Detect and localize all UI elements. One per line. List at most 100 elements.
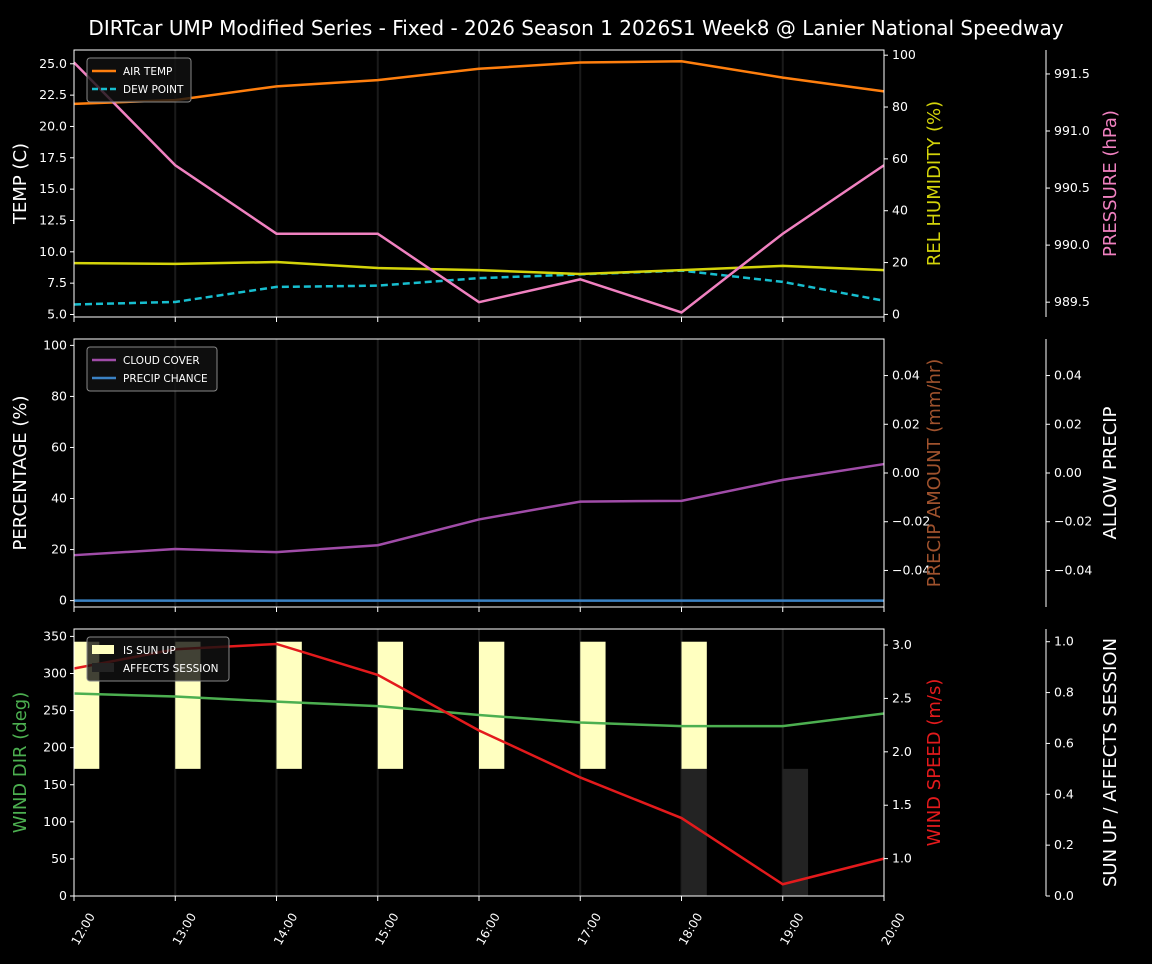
legend-label: DEW POINT — [123, 84, 184, 96]
y-axis-tick-label: 100 — [43, 337, 67, 352]
affects-session-bar — [782, 768, 809, 896]
y-axis-tick-label: 200 — [43, 740, 67, 755]
y2-axis-label: REL HUMIDITY (%) — [924, 101, 945, 266]
series-0-line — [73, 692, 885, 728]
y3-axis-tick-label: 0.8 — [1054, 685, 1074, 700]
y2-axis-tick-label: 80 — [892, 99, 908, 114]
x-tick-label: 14:00 — [271, 911, 300, 948]
y2-axis-tick-label: 0.00 — [892, 465, 920, 480]
y-axis-tick-label: 22.5 — [39, 87, 67, 102]
y-axis-tick-label: 250 — [43, 703, 67, 718]
x-tick-label: 15:00 — [372, 911, 401, 948]
legend-label: AIR TEMP — [123, 66, 172, 78]
y-axis-tick-label: 20.0 — [39, 118, 67, 133]
y2-axis-tick-label: 0 — [892, 306, 900, 321]
y-axis-tick-label: 100 — [43, 814, 67, 829]
dew-point-line — [73, 269, 885, 306]
y2-axis-tick-label: 40 — [892, 203, 908, 218]
legend-box — [86, 57, 192, 103]
panel-1: 5.0 7.5 10.0 12.5 15.0 17.5 20.0 22.5 25.0 0 20 40 6… — [10, 47, 1121, 322]
y2-axis-label: PRECIP AMOUNT (mm/hr) — [924, 359, 945, 588]
y-axis-tick-label: 12.5 — [39, 212, 67, 227]
y3-axis-tick-label: −0.02 — [1054, 514, 1092, 529]
air-temp-line — [73, 60, 885, 106]
y3-axis-tick-label: 991.0 — [1054, 123, 1090, 138]
x-tick-label: 17:00 — [575, 911, 604, 948]
y-axis-tick-label: 0 — [59, 593, 67, 608]
x-tick-label: 18:00 — [676, 911, 705, 948]
y2-axis-label: WIND SPEED (m/s) — [924, 679, 945, 847]
y3-axis-tick-label: 989.5 — [1054, 294, 1090, 309]
y3-axis-tick-label: 0.6 — [1054, 735, 1074, 750]
x-tick-label: 16:00 — [473, 911, 502, 948]
y-axis-tick-label: 17.5 — [39, 150, 67, 165]
y-axis-tick-label: 80 — [51, 388, 67, 403]
y-axis-tick-label: 350 — [43, 628, 67, 643]
legend-label: IS SUN UP — [123, 645, 176, 657]
y2-axis-tick-label: 1.0 — [892, 851, 912, 866]
legend-swatch — [92, 663, 114, 672]
y3-axis-tick-label: 0.04 — [1054, 368, 1082, 383]
sun-up-bar — [681, 641, 707, 769]
y3-axis-tick-label: 0.2 — [1054, 837, 1074, 852]
panel-3: 0 50 100 150 200 250 300 350 1.0 1.5 2.0 2.5 3.0 0.0 0… — [10, 628, 1121, 947]
y2-axis-tick-label: 0.04 — [892, 368, 920, 383]
y3-axis-tick-label: 1.0 — [1054, 634, 1074, 649]
y3-axis-tick-label: 0.02 — [1054, 416, 1082, 431]
y2-axis-tick-label: 100 — [892, 47, 916, 62]
y-axis-tick-label: 5.0 — [47, 306, 67, 321]
y-axis-tick-label: 15.0 — [39, 181, 67, 196]
y2-axis-tick-label: 60 — [892, 151, 908, 166]
legend: AIR TEMP DEW POINT — [86, 57, 192, 103]
x-tick-label: 20:00 — [878, 911, 907, 948]
y2-axis-tick-label: 2.0 — [892, 744, 912, 759]
chart-title: DIRTcar UMP Modified Series - Fixed - 20… — [88, 16, 1063, 40]
sun-up-bar — [276, 641, 302, 769]
y2-axis-tick-label: 20 — [892, 255, 908, 270]
series-2-line — [73, 260, 885, 276]
legend-label: AFFECTS SESSION — [123, 663, 219, 675]
y2-axis-tick-label: 3.0 — [892, 637, 912, 652]
y3-axis-label: ALLOW PRECIP — [1100, 406, 1121, 539]
y3-axis-tick-label: 991.5 — [1054, 66, 1090, 81]
y3-axis-label: SUN UP / AFFECTS SESSION — [1100, 638, 1121, 887]
y3-axis-label: PRESSURE (hPa) — [1100, 110, 1121, 257]
y-axis-tick-label: 0 — [59, 888, 67, 903]
y-axis-label: WIND DIR (deg) — [10, 692, 31, 834]
y-axis-tick-label: 150 — [43, 777, 67, 792]
y-axis-tick-label: 60 — [51, 439, 67, 454]
x-tick-label: 13:00 — [170, 911, 199, 948]
y3-axis-tick-label: 0.4 — [1054, 786, 1074, 801]
y-axis-label: PERCENTAGE (%) — [10, 395, 31, 550]
legend-box — [86, 636, 230, 682]
y2-axis-tick-label: 0.02 — [892, 416, 920, 431]
y3-axis-tick-label: 990.0 — [1054, 237, 1090, 252]
legend: CLOUD COVER PRECIP CHANCE — [86, 346, 218, 392]
y2-axis-tick-label: 2.5 — [892, 690, 912, 705]
y-axis-tick-label: 25.0 — [39, 56, 67, 71]
y3-axis-tick-label: 0.00 — [1054, 465, 1082, 480]
y2-axis-tick-label: −0.04 — [892, 562, 930, 577]
y3-axis-tick-label: 990.5 — [1054, 180, 1090, 195]
legend-label: PRECIP CHANCE — [123, 373, 208, 385]
y3-axis-tick-label: −0.04 — [1054, 562, 1092, 577]
y-axis-tick-label: 40 — [51, 491, 67, 506]
legend: IS SUN UP AFFECTS SESSION — [86, 636, 230, 682]
y-axis-tick-label: 7.5 — [47, 275, 67, 290]
legend-box — [86, 346, 218, 392]
series-3-line — [73, 61, 885, 314]
cloud-cover-line — [73, 462, 885, 557]
sun-up-bar — [580, 641, 606, 769]
y3-axis-tick-label: 0.0 — [1054, 888, 1074, 903]
legend-swatch — [92, 645, 114, 654]
y2-axis-tick-label: 1.5 — [892, 797, 912, 812]
y-axis-tick-label: 50 — [51, 851, 67, 866]
x-tick-label: 12:00 — [68, 911, 97, 948]
y-axis-tick-label: 20 — [51, 542, 67, 557]
sun-up-bar — [479, 641, 505, 769]
y-axis-label: TEMP (C) — [10, 143, 31, 225]
y-axis-tick-label: 300 — [43, 666, 67, 681]
legend-label: CLOUD COVER — [123, 355, 200, 367]
x-tick-label: 19:00 — [777, 911, 806, 948]
